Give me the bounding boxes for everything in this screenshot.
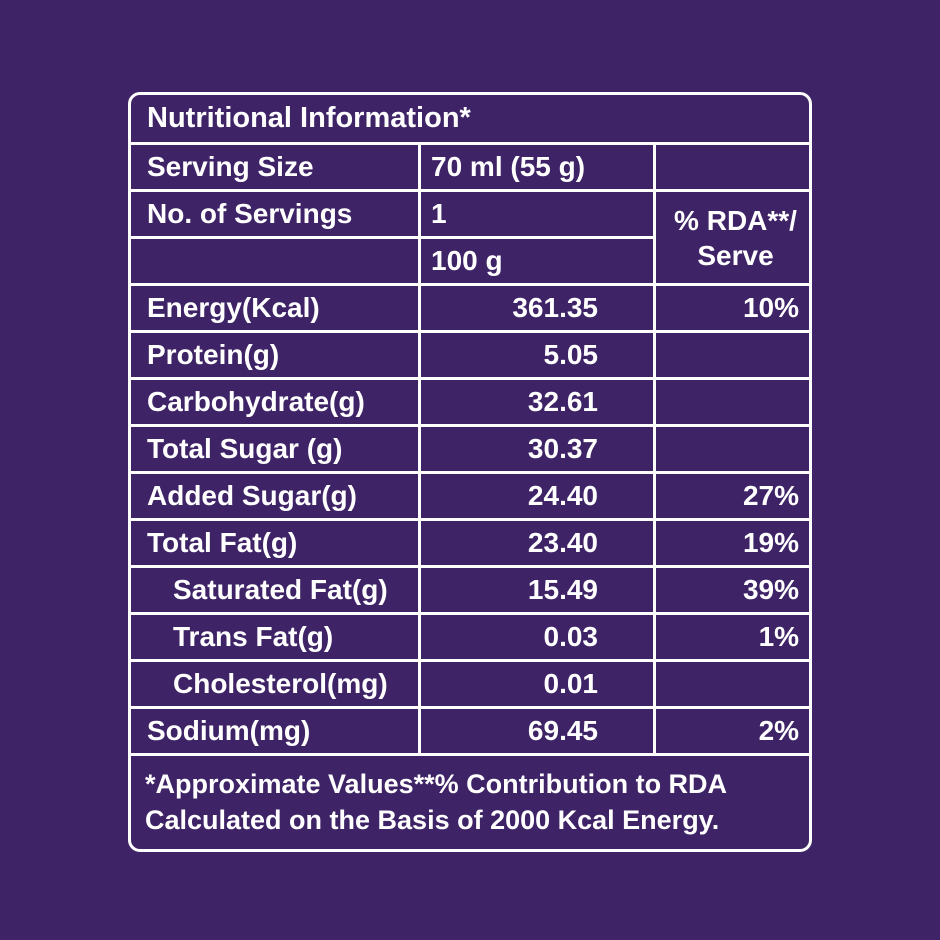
nutrient-value: 0.03 (418, 612, 653, 659)
nutrient-label: Cholesterol(mg) (131, 659, 418, 706)
nutrient-label: Sodium(mg) (131, 706, 418, 753)
nutrient-label: Added Sugar(g) (131, 471, 418, 518)
servings-count-label: No. of Servings (131, 189, 418, 236)
nutrient-value: 0.01 (418, 659, 653, 706)
nutrient-rda: 27% (653, 471, 809, 518)
table-row: Sodium(mg) 69.45 2% (131, 706, 809, 753)
nutrient-value: 24.40 (418, 471, 653, 518)
footnote: *Approximate Values**% Contribution to R… (131, 753, 809, 849)
nutrient-rda: 2% (653, 706, 809, 753)
table-row: Cholesterol(mg) 0.01 (131, 659, 809, 706)
nutrient-value: 23.40 (418, 518, 653, 565)
serving-size-label: Serving Size (131, 142, 418, 189)
table-row: Total Fat(g) 23.40 19% (131, 518, 809, 565)
table-row: Total Sugar (g) 30.37 (131, 424, 809, 471)
empty-cell (653, 142, 809, 189)
nutrition-facts-panel: Nutritional Information* Serving Size 70… (128, 92, 812, 852)
nutrient-rda: 19% (653, 518, 809, 565)
table-row: Saturated Fat(g) 15.49 39% (131, 565, 809, 612)
nutrient-label: Saturated Fat(g) (131, 565, 418, 612)
nutrient-label: Carbohydrate(g) (131, 377, 418, 424)
nutrient-label: Energy(Kcal) (131, 283, 418, 330)
nutrient-label: Total Fat(g) (131, 518, 418, 565)
nutrient-value: 361.35 (418, 283, 653, 330)
per-100g-header: 100 g (418, 236, 653, 283)
nutrient-rda: 1% (653, 612, 809, 659)
nutrient-label: Total Sugar (g) (131, 424, 418, 471)
serving-size-value: 70 ml (55 g) (418, 142, 653, 189)
nutrient-rda (653, 377, 809, 424)
nutrient-value: 69.45 (418, 706, 653, 753)
nutrition-table: Nutritional Information* Serving Size 70… (131, 95, 809, 849)
nutrient-rda: 39% (653, 565, 809, 612)
rda-per-serve-header: % RDA**/ Serve (653, 189, 809, 283)
nutrient-rda: 10% (653, 283, 809, 330)
nutrient-rda (653, 659, 809, 706)
table-row-servings-count: No. of Servings 1 % RDA**/ Serve (131, 189, 809, 283)
table-row: Added Sugar(g) 24.40 27% (131, 471, 809, 518)
nutrient-label: Protein(g) (131, 330, 418, 377)
nutrient-label: Trans Fat(g) (131, 612, 418, 659)
nutrient-value: 5.05 (418, 330, 653, 377)
empty-cell (131, 236, 418, 283)
table-row: Carbohydrate(g) 32.61 (131, 377, 809, 424)
table-row-serving-size: Serving Size 70 ml (55 g) (131, 142, 809, 189)
table-row: Energy(Kcal) 361.35 10% (131, 283, 809, 330)
nutrient-rda (653, 330, 809, 377)
table-row: Protein(g) 5.05 (131, 330, 809, 377)
table-row-title: Nutritional Information* (131, 95, 809, 142)
nutrient-value: 32.61 (418, 377, 653, 424)
table-row-footnote: *Approximate Values**% Contribution to R… (131, 753, 809, 849)
table-row: Trans Fat(g) 0.03 1% (131, 612, 809, 659)
nutrient-value: 15.49 (418, 565, 653, 612)
servings-count-value: 1 (418, 189, 653, 236)
nutrient-value: 30.37 (418, 424, 653, 471)
nutrient-rda (653, 424, 809, 471)
table-row-per-100g: 100 g (131, 236, 809, 283)
table-title: Nutritional Information* (147, 102, 471, 134)
